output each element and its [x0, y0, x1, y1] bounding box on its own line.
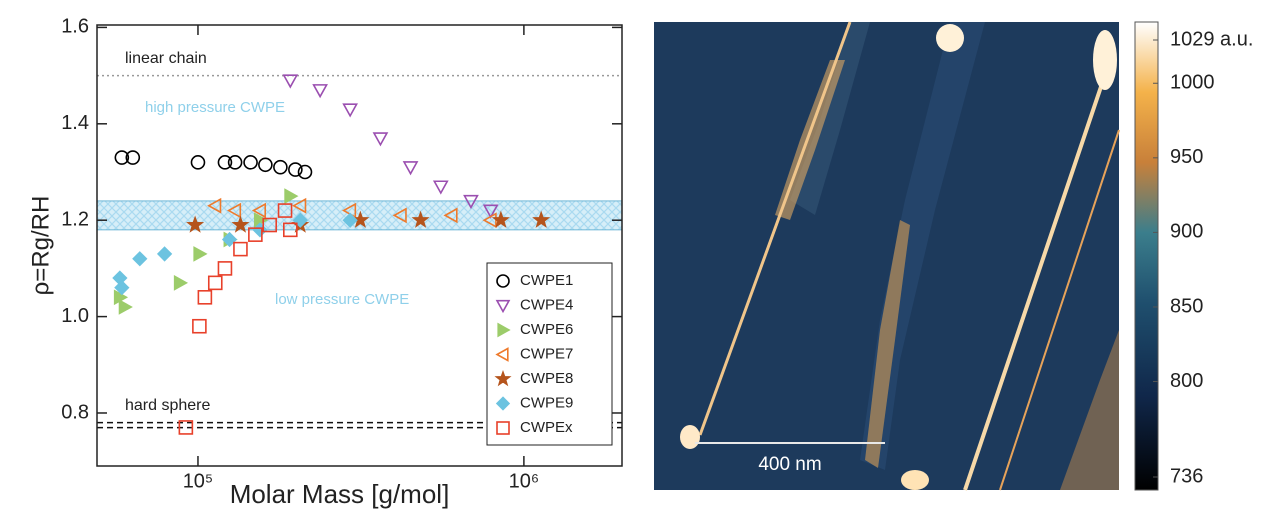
data-point [193, 246, 208, 262]
data-point [491, 210, 510, 228]
data-point [217, 155, 233, 170]
data-point [217, 261, 233, 276]
colorbar-tick-label: 1000 [1170, 72, 1215, 94]
data-point [402, 161, 419, 176]
legend-label: CWPE6 [520, 321, 573, 338]
data-point [114, 280, 130, 296]
data-point [342, 212, 358, 228]
data-point [125, 150, 141, 165]
data-point [192, 318, 207, 334]
legend-label: CWPE9 [520, 394, 573, 411]
data-point [258, 157, 273, 173]
y-tick-label: 1.4 [61, 112, 89, 134]
data-point [292, 212, 308, 228]
data-point [342, 103, 358, 118]
legend-marker [496, 274, 510, 288]
x-tick-label: 10⁵ [183, 470, 214, 492]
reference-label: hard sphere [125, 397, 210, 414]
data-point [251, 202, 267, 219]
data-point [372, 132, 389, 147]
y-tick-label: 0.8 [61, 401, 89, 423]
legend-label: CWPE1 [520, 272, 573, 289]
data-point [197, 290, 213, 305]
y-tick-label: 1.0 [61, 305, 89, 327]
plot-frame [96, 24, 623, 467]
colorbar-tick-label: 1029 a.u. [1170, 28, 1253, 50]
data-point [156, 246, 173, 262]
colorbar-tick-label: 950 [1170, 146, 1203, 168]
data-point [231, 215, 250, 233]
data-point [283, 222, 298, 238]
data-point [463, 194, 479, 210]
data-point [262, 217, 278, 233]
legend-marker [496, 421, 510, 435]
data-point [482, 204, 499, 219]
x-tick-label: 10⁶ [509, 470, 539, 492]
data-point [292, 197, 307, 214]
data-point [392, 207, 407, 224]
colorbar-tick-label: 900 [1170, 221, 1203, 243]
data-point [312, 84, 328, 99]
data-point [532, 210, 551, 228]
data-point [233, 241, 248, 257]
data-point [190, 155, 206, 170]
data-point [432, 180, 449, 195]
annotation: low pressure CWPE [275, 291, 409, 308]
y-tick-label: 1.2 [61, 208, 89, 230]
colorbar-tick-label: 736 [1170, 465, 1203, 487]
data-point [118, 299, 133, 315]
y-axis-label: ρ=Rg/RH [27, 196, 54, 296]
data-point [288, 162, 303, 177]
data-point [186, 215, 205, 233]
data-point [227, 155, 243, 170]
legend-marker [497, 322, 511, 338]
data-point [221, 231, 238, 248]
legend-label: CWPE8 [520, 370, 573, 387]
scale-bar-label: 400 nm [758, 454, 821, 475]
data-point [282, 74, 299, 89]
data-point [226, 202, 242, 219]
data-point [132, 251, 148, 267]
data-point [443, 207, 458, 224]
x-axis-label: Molar Mass [g/mol] [230, 479, 450, 509]
legend-marker [495, 347, 509, 362]
colorbar [1134, 21, 1159, 491]
data-point [277, 203, 293, 218]
data-point [243, 155, 258, 170]
data-point [284, 188, 299, 204]
legend-label: CWPEx [520, 419, 573, 436]
colorbar-tick-label: 800 [1170, 370, 1203, 392]
legend-marker [495, 299, 511, 314]
legend-label: CWPE7 [520, 345, 573, 362]
data-point [273, 159, 288, 175]
y-tick-label: 1.6 [61, 16, 89, 38]
data-point [178, 420, 194, 435]
data-point [207, 197, 222, 214]
data-point [114, 150, 130, 165]
data-point [207, 275, 223, 291]
colorbar-tick-label: 850 [1170, 295, 1203, 317]
data-point [297, 164, 313, 180]
legend: CWPE1 CWPE4 CWPE6 CWPE7 CWPE8 CWPE9 CWPEx [486, 262, 613, 446]
reference-label: linear chain [125, 50, 207, 67]
data-point [173, 274, 189, 291]
afm-image [654, 21, 1120, 491]
data-point [411, 210, 430, 228]
annotation: high pressure CWPE [145, 99, 285, 116]
legend-marker [494, 370, 512, 387]
data-point [248, 227, 263, 242]
legend-marker [495, 396, 511, 411]
legend-label: CWPE4 [520, 296, 573, 313]
